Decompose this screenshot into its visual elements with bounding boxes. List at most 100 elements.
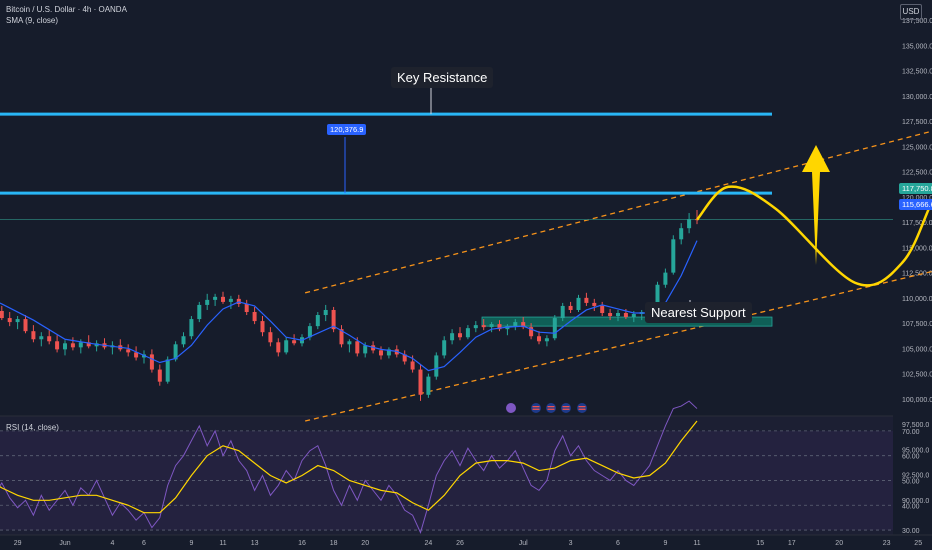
candle-body	[663, 272, 668, 285]
candle-body	[655, 284, 660, 309]
candle	[260, 316, 265, 337]
candle-body	[679, 228, 684, 240]
sma-label: SMA (9, close)	[6, 16, 59, 25]
candle	[31, 325, 36, 343]
time-tick-label: Jun	[59, 540, 70, 547]
candle	[118, 339, 123, 352]
candle	[529, 323, 534, 340]
price-tick-label: 112,500.0	[902, 271, 932, 278]
time-tick-label: 9	[189, 540, 193, 547]
lightning-icon	[506, 403, 516, 413]
candle-body	[292, 340, 297, 344]
candle	[671, 235, 676, 275]
candle-body	[307, 326, 312, 338]
price-tick-label: 122,500.0	[902, 170, 932, 177]
candle-body	[410, 361, 415, 370]
candle	[205, 293, 210, 310]
candle	[576, 294, 581, 312]
time-tick-label: Jul	[519, 540, 528, 547]
flag-icon-stripe	[578, 408, 586, 410]
candle-body	[157, 369, 162, 382]
candle	[616, 309, 620, 322]
candle-body	[489, 324, 494, 328]
candle	[600, 301, 605, 317]
candle-body	[592, 302, 597, 306]
time-tick-label: 25	[914, 540, 922, 547]
rsi-tick-label: 50.00	[902, 478, 920, 485]
time-tick-label: 24	[425, 540, 433, 547]
candle-body	[600, 305, 605, 314]
symbol-title: Bitcoin / U.S. Dollar · 4h · OANDA	[6, 5, 127, 14]
candle-body	[205, 299, 210, 305]
candle	[473, 321, 478, 333]
candle-body	[608, 313, 613, 317]
candle-body	[568, 305, 573, 310]
candle	[568, 301, 573, 314]
candle-body	[252, 312, 257, 322]
current-price-tag: 117,750.8	[899, 183, 932, 194]
time-tick-label: 3	[569, 540, 573, 547]
candle	[418, 364, 423, 401]
nearest-support-label: Nearest Support	[645, 302, 752, 323]
candle-body	[458, 333, 462, 338]
flag-icon	[577, 403, 587, 413]
candle	[513, 319, 518, 331]
price-tick-label: 90,000.0	[902, 498, 929, 505]
candle-body	[623, 313, 628, 318]
candle	[63, 340, 67, 356]
candle-body	[339, 329, 344, 345]
candle-body	[181, 336, 186, 345]
candle-body	[31, 331, 36, 340]
candle-body	[15, 319, 20, 323]
candle-body	[7, 318, 12, 323]
candle-body	[481, 325, 486, 328]
candle	[323, 304, 328, 322]
candle	[592, 298, 597, 311]
candle	[102, 338, 107, 350]
candle-body	[473, 325, 478, 329]
price-tick-label: 120,000.0	[902, 195, 932, 202]
candle	[7, 312, 12, 327]
time-tick-label: 6	[142, 540, 146, 547]
candle-body	[560, 305, 565, 319]
flag-icon-bg	[546, 403, 556, 413]
candle	[347, 339, 352, 353]
candle	[379, 346, 383, 360]
candle-body	[450, 333, 455, 341]
candle-body	[442, 340, 447, 356]
rsi-tick-label: 70.00	[902, 429, 920, 436]
flag-icon-bg	[561, 403, 571, 413]
up-arrow	[802, 145, 830, 265]
time-tick-label: 16	[298, 540, 306, 547]
candle-body	[63, 343, 67, 350]
candle-body	[402, 354, 407, 362]
candle-body	[497, 324, 502, 330]
candle-body	[576, 297, 581, 310]
candle-body	[521, 322, 526, 328]
candle-body	[39, 336, 44, 340]
candle-body	[47, 336, 52, 342]
price-tick-label: 127,500.0	[902, 119, 932, 126]
flag-icon-stripe	[578, 406, 586, 408]
candle-body	[687, 219, 692, 229]
currency-button[interactable]: USD	[900, 4, 922, 20]
candle	[426, 373, 431, 398]
candle	[213, 293, 218, 306]
candle	[276, 338, 281, 357]
candle	[149, 349, 154, 373]
candle	[55, 335, 60, 353]
price-tick-label: 132,500.0	[902, 69, 932, 76]
candle	[47, 330, 52, 345]
candle	[687, 213, 692, 234]
candle	[386, 347, 391, 359]
candle	[181, 332, 186, 348]
candle-body	[78, 342, 83, 348]
candle-body	[616, 313, 620, 317]
candle	[315, 312, 320, 330]
candle	[228, 295, 233, 309]
candle	[434, 352, 439, 380]
time-tick-label: 20	[361, 540, 369, 547]
flag-icon-stripe	[547, 408, 555, 410]
price-tick-label: 115,000.0	[902, 245, 932, 252]
